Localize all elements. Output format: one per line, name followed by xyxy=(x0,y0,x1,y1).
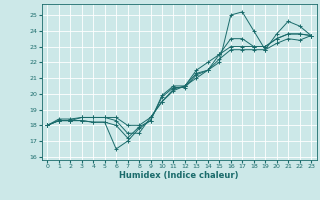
X-axis label: Humidex (Indice chaleur): Humidex (Indice chaleur) xyxy=(119,171,239,180)
